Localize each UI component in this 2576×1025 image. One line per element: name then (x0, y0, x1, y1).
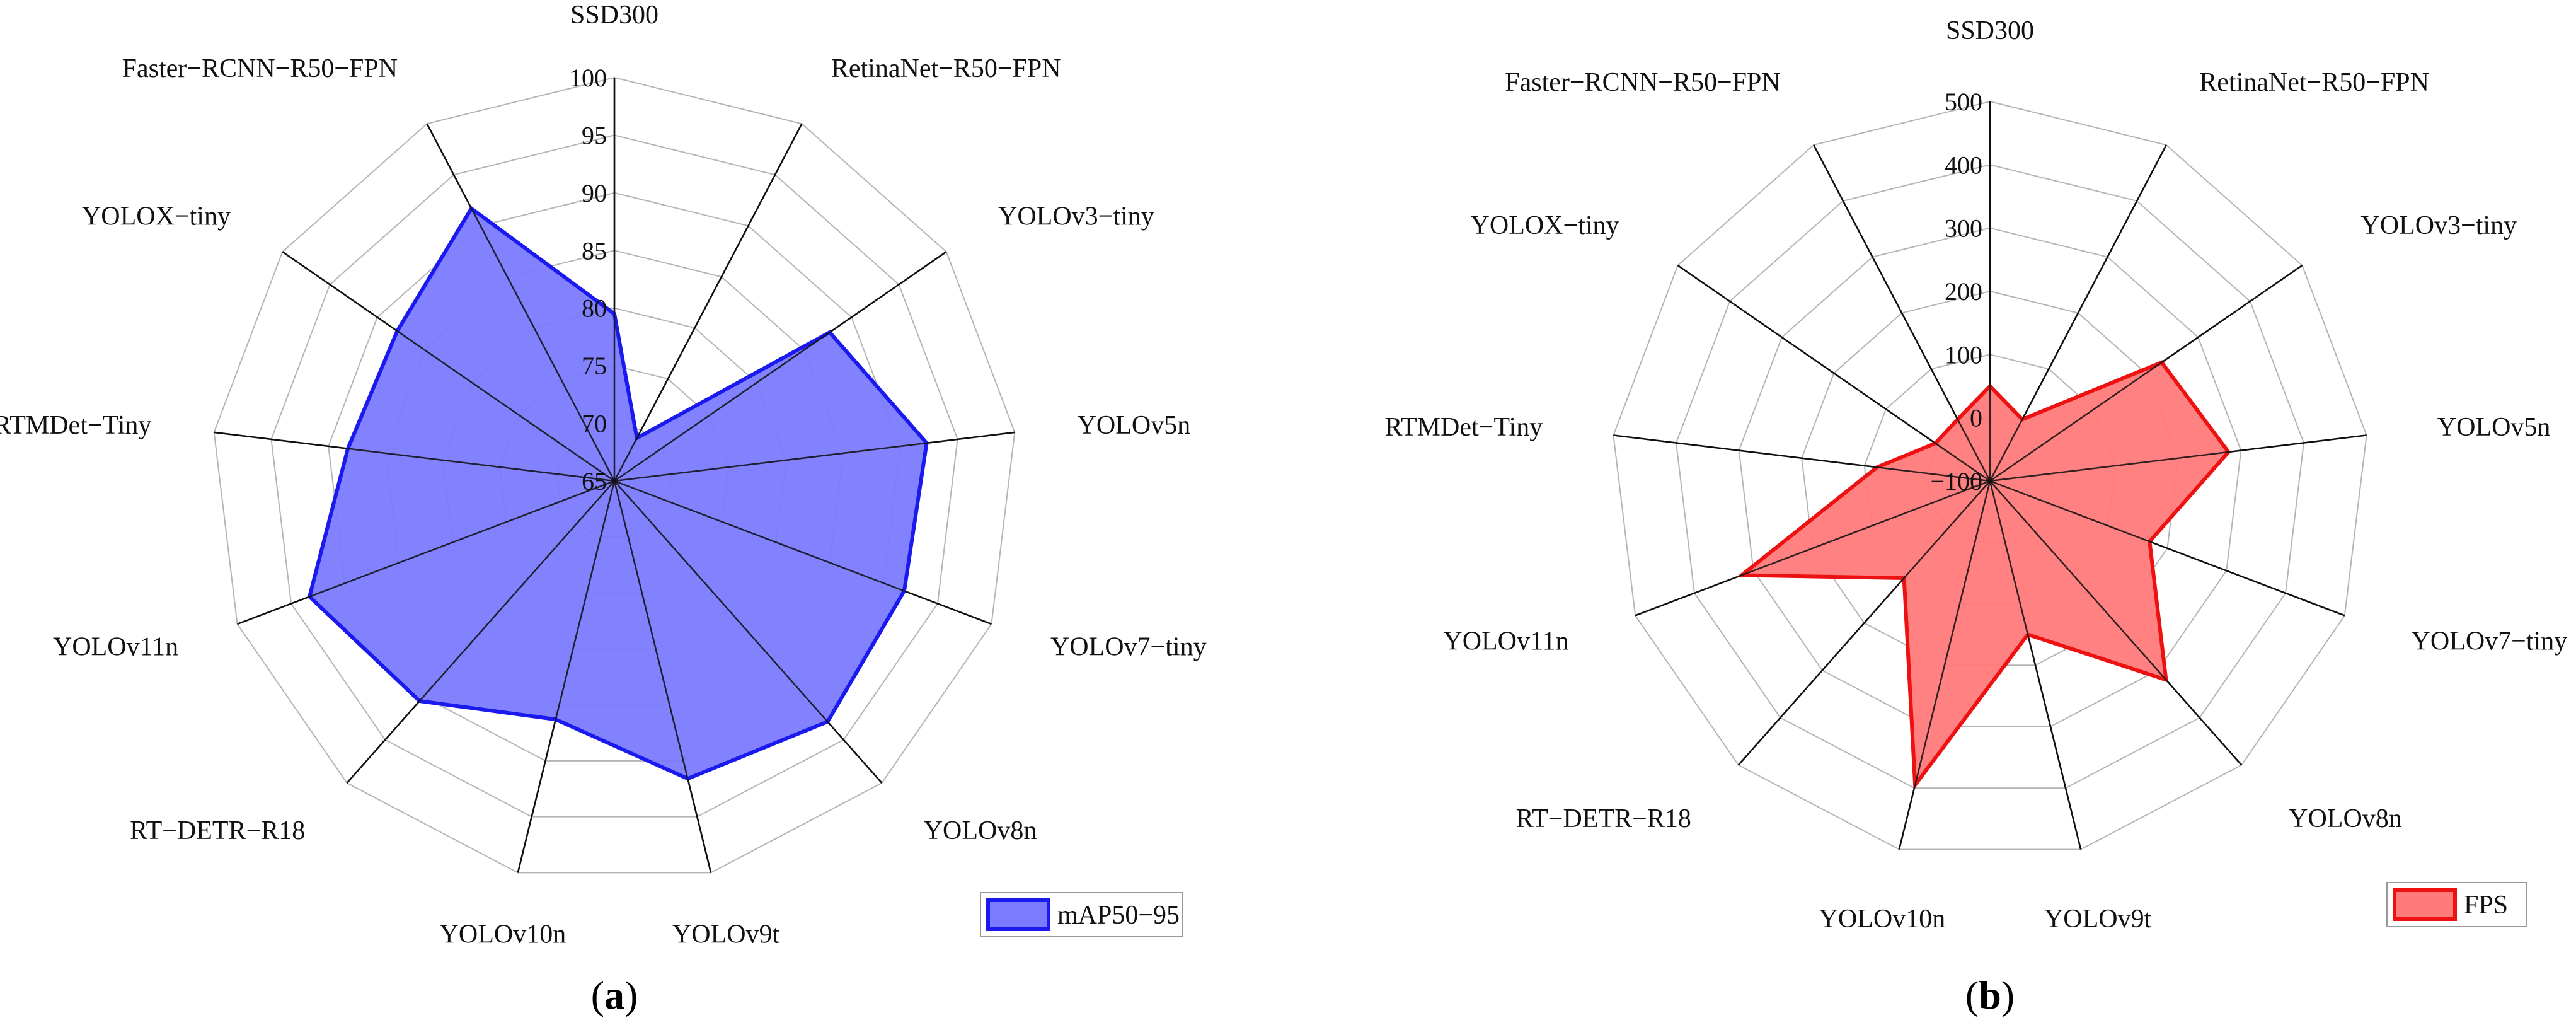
panel-letter-a: a (604, 973, 624, 1017)
tick-label: 0 (1970, 404, 1982, 432)
category-label: SSD300 (570, 1, 658, 30)
spoke-overlay (346, 480, 615, 784)
spoke-overlay (214, 431, 615, 482)
category-label: YOLOv5n (2437, 413, 2551, 442)
tick-label: −100 (1930, 467, 1982, 495)
legend-swatch-a (986, 898, 1050, 931)
category-label: YOLOv3−tiny (998, 202, 1154, 231)
legend-a: mAP50−95 (980, 892, 1183, 937)
category-label: YOLOv10n (440, 920, 566, 949)
spoke-overlay (517, 480, 616, 873)
category-label: YOLOv7−tiny (2412, 627, 2568, 656)
legend-b: FPS (2386, 882, 2527, 927)
spoke-overlay (1989, 434, 2367, 482)
category-label: YOLOv7−tiny (1050, 632, 1207, 661)
grid-ring (1675, 164, 2305, 789)
spoke-overlay (237, 480, 615, 625)
spoke-overlay (614, 480, 883, 784)
category-label: RetinaNet−R50−FPN (831, 54, 1061, 83)
spoke-overlay (613, 123, 803, 482)
tick-label: 300 (1945, 214, 1982, 243)
category-label: YOLOv9t (2044, 905, 2152, 934)
spoke-overlay (1989, 264, 2303, 482)
radar-ticks-a: 65 70 75 80 85 90 95 100 (569, 64, 607, 495)
panel-label-b: (b) (1965, 973, 2015, 1017)
legend-swatch-b (2393, 888, 2457, 921)
panel-label-a: (a) (591, 973, 638, 1017)
spoke-overlay (1989, 144, 2167, 482)
spoke-overlay (614, 251, 947, 482)
category-label: YOLOv8n (924, 816, 1037, 845)
spoke-overlay (1989, 480, 2082, 850)
tick-label: 95 (582, 121, 607, 149)
category-label: YOLOv8n (2289, 804, 2402, 833)
legend-label-b: FPS (2464, 891, 2508, 920)
category-label: RetinaNet−R50−FPN (2199, 68, 2429, 97)
spoke-overlay (1989, 480, 2345, 617)
radar-series-b (1613, 101, 2367, 850)
legend-label-a: mAP50−95 (1057, 901, 1180, 930)
tick-label: 85 (582, 236, 607, 265)
category-label: Faster−RCNN−R50−FPN (122, 54, 398, 83)
tick-label: 100 (1945, 340, 1982, 369)
tick-label: 65 (582, 467, 607, 495)
category-label: Faster−RCNN−R50−FPN (1505, 68, 1780, 97)
tick-label: 90 (582, 179, 607, 207)
spoke-overlay (1737, 480, 1991, 766)
grid-ring (1613, 100, 2367, 850)
category-label: YOLOv5n (1078, 411, 1191, 440)
tick-label: 400 (1945, 151, 1982, 179)
category-label: YOLOv10n (1819, 905, 1946, 934)
spoke-overlay (1989, 480, 2243, 766)
radar-ticks-b: −100 0 100 200 300 400 500 (1930, 88, 1982, 495)
category-label: YOLOv11n (53, 632, 178, 661)
radar-category-labels-a: SSD300 RetinaNet−R50−FPN YOLOv3−tiny YOLOv5… (0, 1, 1207, 949)
tick-label: 70 (582, 410, 607, 438)
spoke-overlay (1613, 434, 1991, 482)
spoke-overlay (426, 123, 616, 482)
spoke-overlay (614, 480, 992, 625)
grid-ring (1738, 227, 2242, 727)
radar-series-a (214, 78, 1015, 873)
tick-label: 75 (582, 352, 607, 380)
grid-ring (270, 134, 958, 818)
spoke-overlay (1898, 480, 1991, 850)
category-label: YOLOv9t (672, 920, 780, 949)
spoke-overlay (1813, 144, 1991, 482)
tick-label: 200 (1945, 277, 1982, 306)
grid-ring (213, 76, 1016, 874)
spoke-overlay (1635, 480, 1991, 617)
grid-ring (328, 192, 901, 762)
tick-label: 500 (1945, 88, 1982, 116)
spoke-overlay (614, 431, 1015, 482)
radar-category-labels-b: SSD300 RetinaNet−R50−FPN YOLOv3−tiny YOLOv5… (1385, 16, 2568, 934)
category-label: RTMDet−Tiny (0, 411, 151, 440)
series-area (1736, 360, 2231, 790)
panel-letter-b: b (1979, 973, 2001, 1017)
category-label: YOLOX−tiny (1471, 211, 1619, 240)
category-label: SSD300 (1946, 16, 2034, 45)
category-label: YOLOv3−tiny (2360, 211, 2517, 240)
category-label: RT−DETR−R18 (1516, 804, 1691, 833)
tick-label: 80 (582, 294, 607, 323)
category-label: YOLOX−tiny (82, 202, 231, 231)
tick-label: 100 (569, 64, 607, 92)
category-label: YOLOv11n (1443, 627, 1568, 656)
radar-panel-a: 65 70 75 80 85 90 95 100 SSD300 RetinaNet−R50−FP… (0, 1, 1207, 1017)
category-label: RT−DETR−R18 (130, 816, 305, 845)
spoke-overlay (1677, 264, 1991, 482)
spoke-overlay (613, 480, 712, 873)
category-label: RTMDet−Tiny (1385, 413, 1543, 442)
radar-panel-b: −100 0 100 200 300 400 500 SSD300 RetinaNet−R50… (1385, 16, 2568, 1017)
spoke-overlay (282, 251, 615, 482)
